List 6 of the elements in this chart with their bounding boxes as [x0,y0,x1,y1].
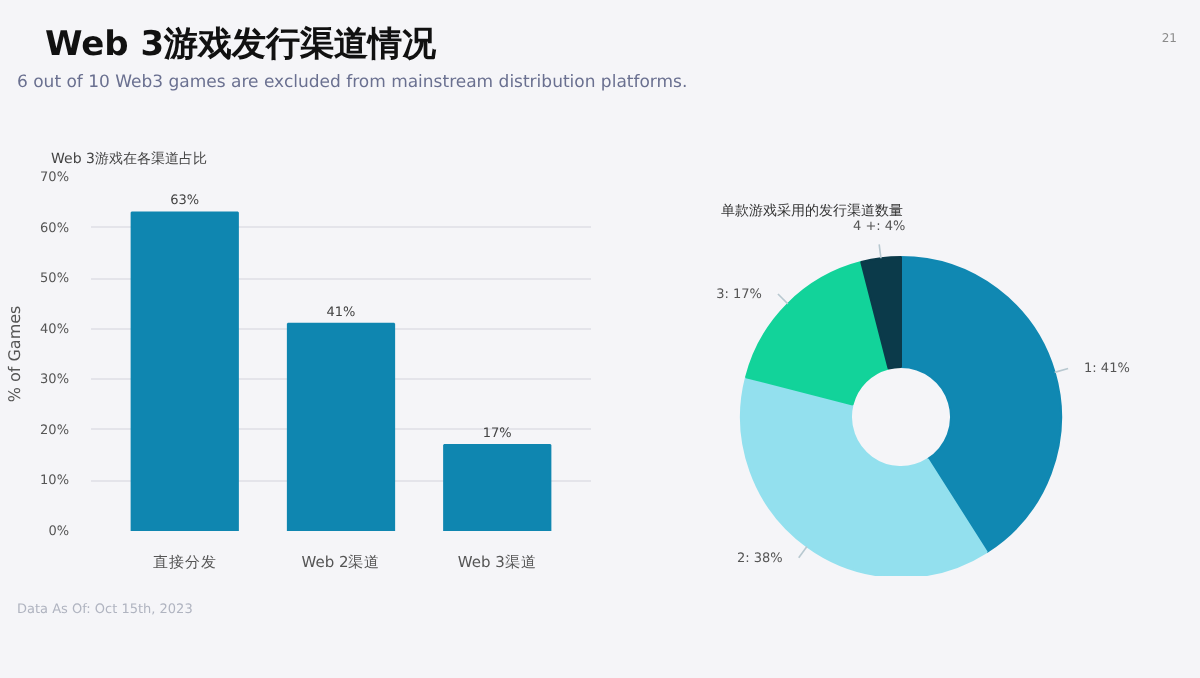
text: 6 out of 10 Web3 games are excluded from mainstream distribution platforms. [17,73,688,93]
bar [130,211,239,531]
bar [286,322,396,531]
y-axis-title: % of Games [6,305,25,403]
text: Web 3游戏发行渠道情况 [45,25,439,65]
bar [443,444,552,531]
